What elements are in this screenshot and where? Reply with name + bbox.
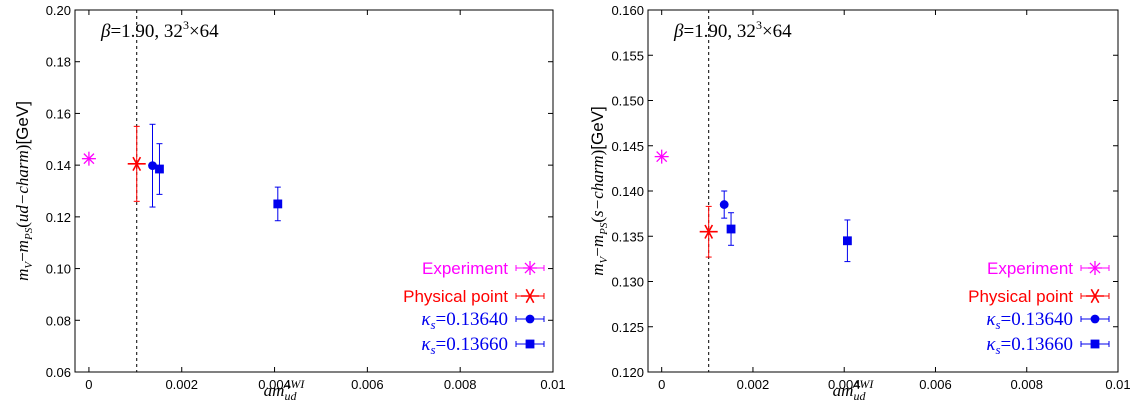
x-tick-label: 0.006 — [919, 377, 952, 392]
y-tick-label: 0.145 — [611, 139, 644, 154]
y-tick-label: 0.12 — [46, 210, 71, 225]
data-point — [155, 143, 164, 195]
data-point — [719, 190, 729, 219]
legend-item: Physical point — [403, 287, 545, 306]
lattice-annotation: β=1.90, 323×64 — [100, 18, 219, 42]
y-tick-label: 0.14 — [46, 158, 71, 173]
x-tick-label: 0.01 — [540, 377, 565, 392]
y-tick-label: 0.120 — [611, 365, 644, 380]
legend-label: Physical point — [968, 287, 1073, 306]
legend-label: κs=0.13660 — [986, 334, 1073, 357]
legend-item: κs=0.13640 — [421, 309, 545, 332]
y-tick-label: 0.20 — [46, 3, 71, 18]
legend-item: Physical point — [968, 287, 1110, 306]
data-point — [127, 125, 146, 202]
data-point — [699, 205, 718, 258]
y-tick-label: 0.160 — [611, 3, 644, 18]
y-axis-label: mV−mPS(s−charm)[GeV] — [588, 106, 610, 275]
plot-frame — [74, 9, 554, 373]
y-tick-label: 0.06 — [46, 365, 71, 380]
data-point — [843, 219, 852, 263]
data-point — [726, 212, 736, 246]
legend-item: Experiment — [422, 259, 545, 278]
y-tick-label: 0.08 — [46, 313, 71, 328]
y-tick-label: 0.140 — [611, 184, 644, 199]
y-tick-label: 0.150 — [611, 94, 644, 109]
data-point — [81, 151, 96, 166]
legend-item: κs=0.13640 — [986, 309, 1110, 332]
legend-item: κs=0.13660 — [986, 334, 1110, 357]
y-tick-label: 0.16 — [46, 106, 71, 121]
legend-label: Experiment — [422, 259, 508, 278]
legend-label: κs=0.13640 — [986, 309, 1073, 332]
legend-item: Experiment — [987, 259, 1110, 278]
legend-label: Physical point — [403, 287, 508, 306]
legend-item: κs=0.13660 — [421, 334, 545, 357]
y-tick-label: 0.135 — [611, 229, 644, 244]
x-tick-label: 0.004 — [258, 377, 291, 392]
y-tick-label: 0.125 — [611, 320, 644, 335]
x-tick-label: 0 — [658, 377, 665, 392]
x-axis-label: amudAWI — [264, 377, 306, 401]
x-tick-label: 0 — [85, 377, 92, 392]
x-tick-label: 0.008 — [444, 377, 477, 392]
chart-panel-2: 0 0.002 0.004 0.006 0.008 0.01 0.120 0.125 0.130… — [588, 3, 1131, 401]
legend-label: κs=0.13640 — [421, 309, 508, 332]
x-tick-label: 0.002 — [737, 377, 770, 392]
legend-label: Experiment — [987, 259, 1073, 278]
chart-panel-1: 0 0.002 0.004 0.006 0.008 0.01 0.06 0.08 0.10 0.1… — [13, 3, 566, 401]
legend-label: κs=0.13660 — [421, 334, 508, 357]
data-point — [273, 186, 283, 222]
x-tick-label: 0.006 — [351, 377, 384, 392]
x-tick-label: 0.01 — [1105, 377, 1130, 392]
data-point — [148, 123, 157, 208]
x-axis-label: amudAWI — [833, 377, 875, 401]
y-axis-label: mV−mPS(ud−charm)[GeV] — [13, 101, 35, 281]
y-tick-label: 0.130 — [611, 275, 644, 290]
data-point — [654, 149, 669, 164]
x-tick-label: 0.004 — [828, 377, 861, 392]
x-tick-label: 0.002 — [165, 377, 198, 392]
y-tick-label: 0.18 — [46, 55, 71, 70]
x-tick-label: 0.008 — [1010, 377, 1043, 392]
y-tick-label: 0.155 — [611, 48, 644, 63]
lattice-annotation: β=1.90, 323×64 — [673, 18, 792, 42]
y-tick-label: 0.10 — [46, 262, 71, 277]
